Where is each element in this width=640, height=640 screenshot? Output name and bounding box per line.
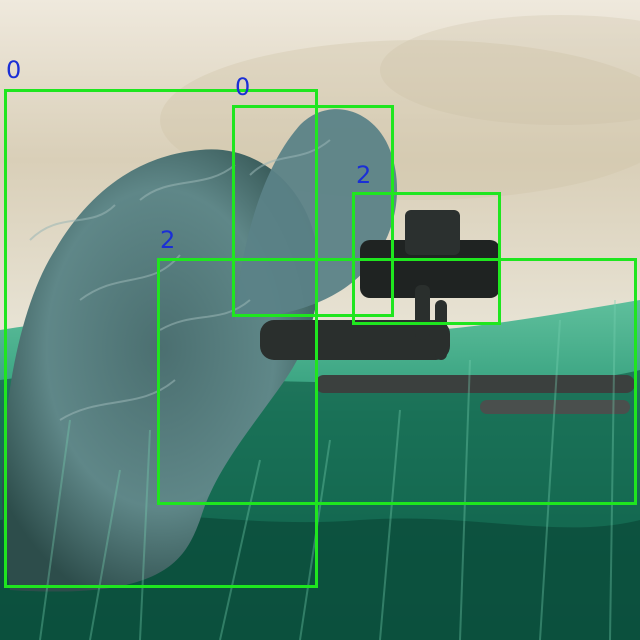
- bounding-box-label: 0: [235, 73, 251, 101]
- bounding-box: [157, 258, 637, 505]
- bounding-box-label: 2: [160, 226, 176, 254]
- bounding-box-label: 0: [6, 56, 22, 84]
- bounding-box: [4, 89, 318, 588]
- bounding-box-label: 2: [356, 161, 372, 189]
- bounding-box: [232, 105, 394, 317]
